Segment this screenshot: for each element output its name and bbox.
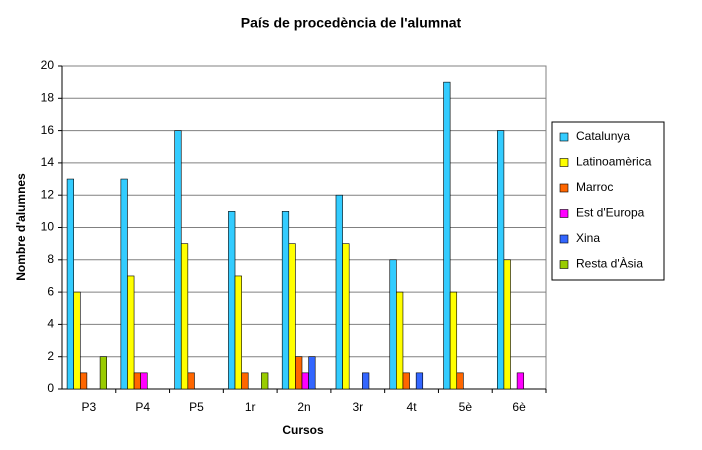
bar <box>127 275 135 390</box>
bar <box>415 372 424 390</box>
x-tick-label: P3 <box>82 400 97 414</box>
bar <box>295 356 303 390</box>
y-tick-label: 12 <box>41 187 55 201</box>
y-tick-label: 20 <box>41 58 55 72</box>
y-tick-label: 18 <box>41 90 55 104</box>
bar <box>497 130 505 390</box>
bar <box>396 291 404 390</box>
bar <box>180 243 189 390</box>
bar <box>241 372 249 390</box>
legend-label: Latinoamèrica <box>576 155 652 169</box>
legend-label: Est d'Europa <box>576 206 645 220</box>
bar <box>362 372 370 390</box>
y-tick-label: 0 <box>47 381 54 395</box>
bar <box>402 372 410 390</box>
y-tick-label: 14 <box>41 155 55 169</box>
bar <box>301 372 309 390</box>
bar <box>234 275 242 390</box>
x-tick-label: 2n <box>297 400 310 414</box>
y-tick-label: 16 <box>41 123 55 137</box>
legend-label: Resta d'Àsia <box>576 256 643 271</box>
bar <box>79 372 88 390</box>
bar <box>66 178 74 390</box>
x-axis-title: Cursos <box>282 423 324 437</box>
legend-swatch <box>559 132 569 142</box>
y-tick-label: 6 <box>47 284 54 298</box>
legend-swatch <box>559 209 569 218</box>
legend-label: Marroc <box>576 180 613 194</box>
x-tick-label: 3r <box>352 400 363 414</box>
x-tick-label: P5 <box>189 400 204 414</box>
bar <box>187 372 195 390</box>
x-tick-label: 1r <box>245 400 256 414</box>
y-tick-label: 8 <box>47 252 54 266</box>
legend-swatch <box>559 260 569 269</box>
bar <box>140 372 148 390</box>
bar <box>99 356 107 390</box>
bar <box>73 291 81 390</box>
x-tick-label: P4 <box>135 400 150 414</box>
chart-title: País de procedència de l'alumnat <box>241 15 462 31</box>
bar <box>456 372 464 390</box>
bar <box>335 194 343 390</box>
bar <box>443 81 451 390</box>
y-tick-label: 4 <box>47 317 54 331</box>
x-tick-label: 6è <box>512 400 526 414</box>
y-tick-label: 2 <box>47 349 54 363</box>
bar <box>228 211 236 390</box>
bar <box>503 259 511 390</box>
legend-swatch <box>559 158 569 167</box>
bar <box>516 372 525 390</box>
bar <box>120 178 128 390</box>
bar <box>261 372 269 390</box>
y-axis-title: Nombre d'alumnes <box>14 173 28 281</box>
bar <box>342 243 350 390</box>
bar <box>281 211 290 390</box>
legend-swatch <box>559 234 569 244</box>
x-tick-label: 4t <box>407 400 418 414</box>
bar <box>308 356 316 390</box>
legend-swatch <box>559 183 569 193</box>
x-tick-label: 5è <box>459 400 473 414</box>
legend-label: Catalunya <box>576 129 630 143</box>
bar <box>174 130 182 390</box>
bar <box>449 291 458 390</box>
legend-box <box>551 121 665 281</box>
bar <box>288 243 296 390</box>
bar <box>133 372 141 390</box>
legend-label: Xina <box>576 231 600 245</box>
y-tick-label: 10 <box>41 220 55 234</box>
bar <box>389 259 397 390</box>
